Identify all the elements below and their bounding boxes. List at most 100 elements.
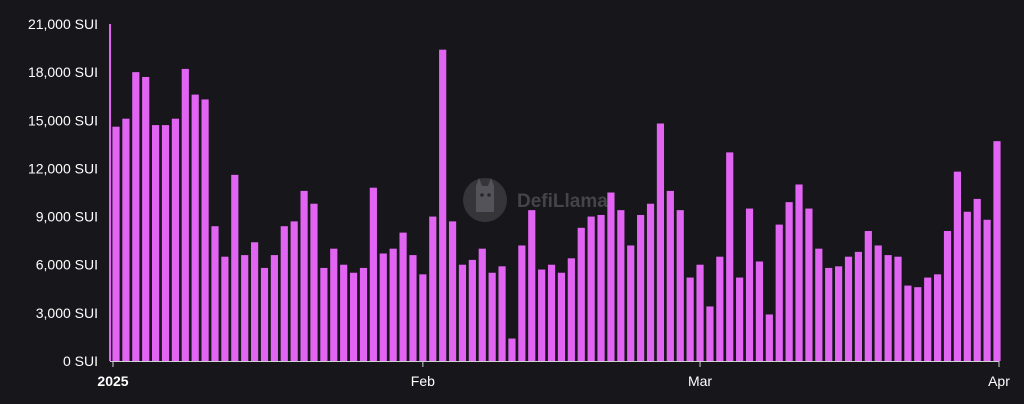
bar[interactable] [904, 285, 912, 361]
bar[interactable] [389, 248, 397, 361]
bar[interactable] [666, 190, 674, 361]
bar[interactable] [498, 266, 506, 361]
bar[interactable] [181, 68, 189, 362]
bar[interactable] [825, 267, 833, 361]
bar[interactable] [795, 184, 803, 361]
bar[interactable] [884, 255, 892, 361]
bar[interactable] [349, 272, 358, 361]
bar[interactable] [260, 267, 269, 361]
bar[interactable] [122, 118, 130, 362]
bar[interactable] [409, 255, 417, 361]
y-tick-label: 12,000 SUI [28, 160, 98, 176]
bar[interactable] [419, 274, 427, 361]
bar[interactable] [528, 210, 536, 361]
bar[interactable] [250, 242, 259, 361]
bar[interactable] [280, 226, 288, 361]
bar[interactable] [696, 264, 704, 361]
bar[interactable] [943, 231, 952, 361]
bar[interactable] [785, 202, 793, 361]
bar[interactable] [478, 248, 486, 361]
bar[interactable] [429, 216, 437, 361]
bar[interactable] [161, 125, 170, 361]
bar[interactable] [379, 253, 387, 361]
bar[interactable] [805, 208, 813, 361]
bar[interactable] [557, 272, 566, 361]
bar[interactable] [191, 94, 199, 362]
bar[interactable] [973, 198, 981, 361]
bar[interactable] [448, 221, 457, 361]
bar[interactable] [637, 214, 645, 361]
bar[interactable] [934, 274, 942, 361]
bar[interactable] [627, 245, 635, 361]
bar[interactable] [874, 245, 882, 361]
bar[interactable] [330, 248, 338, 361]
bar[interactable] [745, 208, 754, 361]
bar[interactable] [953, 171, 961, 361]
bar[interactable] [854, 251, 863, 361]
bar[interactable] [894, 256, 902, 361]
bar[interactable] [488, 272, 496, 361]
bar[interactable] [290, 221, 298, 361]
bar[interactable] [597, 214, 605, 361]
bar[interactable] [518, 245, 526, 361]
bar[interactable] [538, 269, 546, 361]
bar[interactable] [458, 264, 467, 361]
bar[interactable] [844, 256, 853, 361]
bar[interactable] [241, 255, 249, 361]
bar[interactable] [152, 125, 160, 361]
bar[interactable] [577, 227, 585, 361]
bar[interactable] [736, 277, 744, 361]
bar[interactable] [547, 264, 556, 361]
bars [112, 49, 1001, 362]
x-tick-label: Feb [411, 373, 435, 389]
bar[interactable] [201, 99, 209, 362]
bar[interactable] [646, 203, 655, 361]
bar[interactable] [815, 248, 823, 361]
bar[interactable] [231, 174, 239, 361]
bar[interactable] [112, 126, 120, 361]
bar[interactable] [399, 232, 407, 361]
bar[interactable] [716, 256, 724, 361]
bar[interactable] [993, 141, 1001, 361]
bar[interactable] [924, 277, 932, 361]
bar[interactable] [142, 76, 150, 362]
bar[interactable] [340, 264, 348, 361]
bar[interactable] [607, 192, 615, 362]
bar[interactable] [508, 338, 516, 361]
bar[interactable] [221, 256, 229, 361]
bar[interactable] [656, 123, 665, 362]
bar[interactable] [726, 152, 734, 361]
bar[interactable] [686, 277, 694, 361]
bar[interactable] [983, 219, 991, 361]
bar[interactable] [587, 216, 595, 361]
bar[interactable] [914, 287, 922, 361]
bar[interactable] [320, 267, 328, 361]
y-axis: 21,000 SUI 18,000 SUI 15,000 SUI 12,000 SUI… [28, 16, 111, 369]
bar[interactable] [765, 314, 773, 361]
bar[interactable] [963, 211, 971, 361]
bar[interactable] [676, 210, 684, 361]
bar[interactable] [171, 118, 179, 362]
bar[interactable] [132, 72, 140, 361]
bar[interactable] [300, 190, 308, 361]
watermark: DefiLlama [463, 178, 608, 222]
bar[interactable] [835, 266, 843, 361]
bar[interactable] [359, 267, 368, 361]
y-tick-label: 21,000 SUI [28, 16, 98, 32]
bar[interactable] [775, 224, 783, 361]
bar[interactable] [468, 259, 476, 361]
bar[interactable] [310, 203, 318, 361]
y-tick-label: 3,000 SUI [36, 305, 98, 321]
x-tick-label: 2025 [97, 373, 128, 389]
bar[interactable] [864, 231, 872, 361]
bar[interactable] [270, 255, 278, 361]
bar[interactable] [617, 210, 625, 361]
bar[interactable] [755, 261, 764, 362]
bar[interactable] [567, 258, 575, 361]
bar[interactable] [369, 187, 377, 361]
bar[interactable] [439, 49, 447, 362]
bar[interactable] [706, 306, 714, 361]
bar[interactable] [211, 226, 219, 361]
y-tick-label: 6,000 SUI [36, 257, 98, 273]
